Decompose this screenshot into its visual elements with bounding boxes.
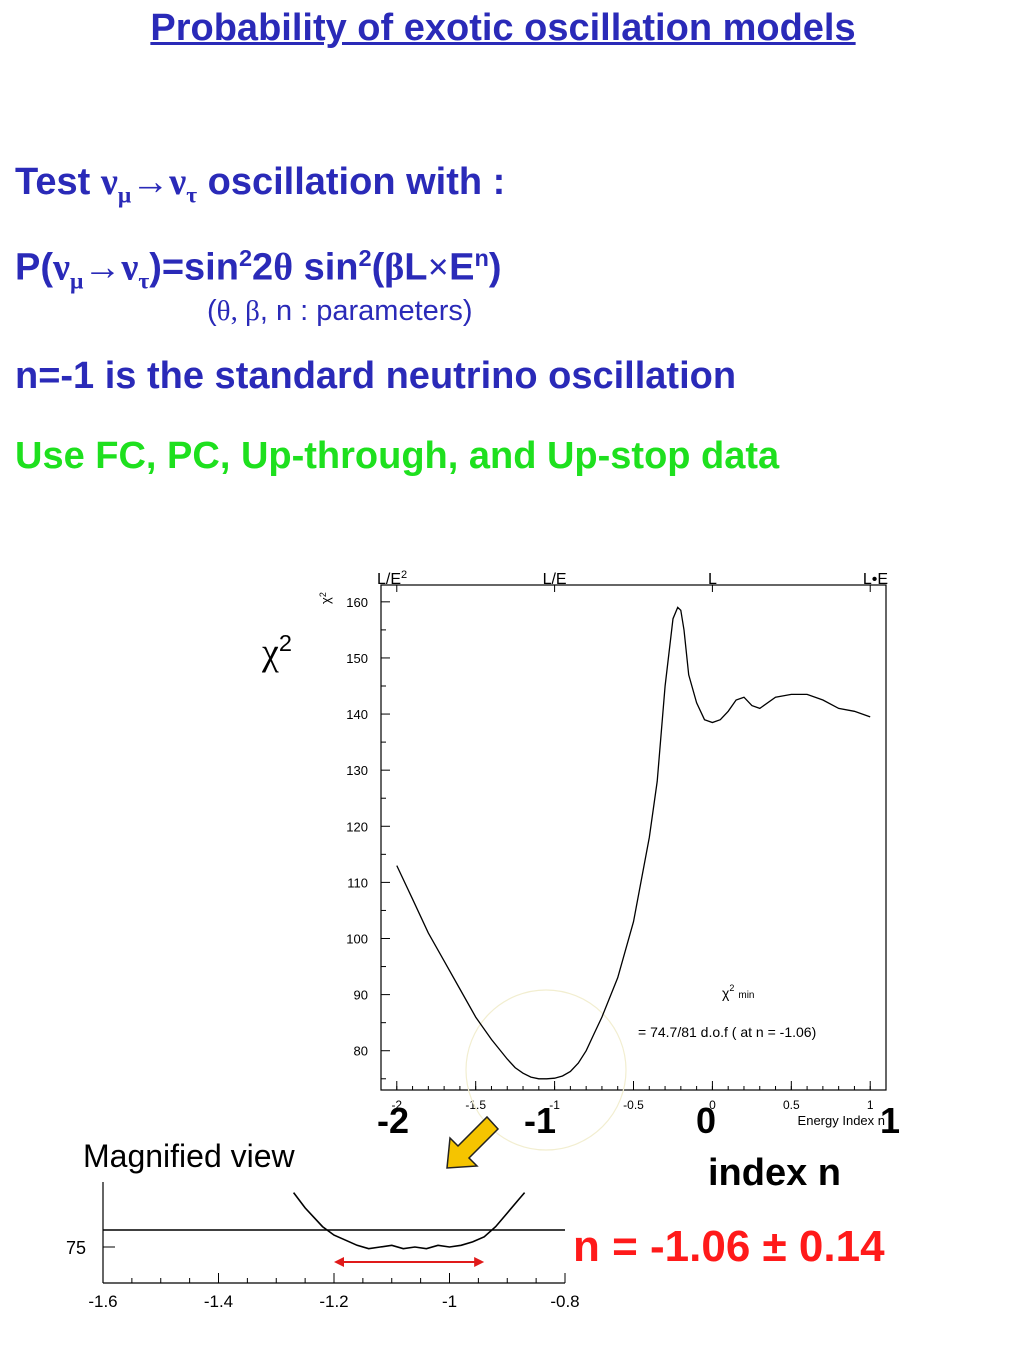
x-axis-title: Energy Index n <box>798 1113 885 1128</box>
n-superscript: n <box>474 245 489 271</box>
big-tick-label: -1 <box>524 1100 557 1141</box>
nu-symbol: ν <box>100 161 118 203</box>
y-tick-label: 80 <box>354 1044 368 1059</box>
theta-symbol: θ <box>273 246 294 289</box>
square-superscript: 2 <box>238 245 253 271</box>
formula-part: ( <box>371 246 385 289</box>
chi2-curve <box>396 606 871 1080</box>
arrow-symbol: → <box>131 161 170 203</box>
y-tick-label: 100 <box>346 932 368 947</box>
x-tick-label: 0.5 <box>783 1098 800 1112</box>
magnified-chart-group: -1.6 -1.4 -1.2 -1 -0.8 75 <box>66 1182 580 1311</box>
y-tick-label: 140 <box>346 707 368 722</box>
y-tick-label: 90 <box>354 988 368 1003</box>
y-tick-label: 160 <box>346 595 368 610</box>
formula-part: sin <box>293 246 359 289</box>
y-tick-label: 130 <box>346 763 368 778</box>
y-axis-title: χ2 <box>318 592 333 604</box>
annotation-chi2min: χ2min <box>722 983 755 1001</box>
x-tick-label: 0 <box>709 1098 716 1112</box>
formula-part: P( <box>15 246 53 289</box>
params-part: , <box>230 295 246 327</box>
mag-x-tick-label: -0.8 <box>550 1292 579 1311</box>
test-line: Test νμ→ντ oscillation with : <box>15 160 505 210</box>
top-axis-label: L/E2 <box>377 569 407 588</box>
main-chart-group: 80 90 100 110 120 130 140 150 160 -2 -1.5 -1 -0.5 0 0.… <box>318 569 888 1151</box>
result-value: n = -1.06 ± 0.14 <box>573 1222 885 1271</box>
x-tick-label: 1 <box>867 1098 874 1112</box>
probability-formula: P(νμ→ντ)=sin22θ sin2(βL×En) <box>15 245 502 295</box>
beta-symbol: β <box>384 246 405 289</box>
test-prefix: Test <box>15 161 101 203</box>
parameters-note: (θ, β, n : parameters) <box>207 295 473 328</box>
big-tick-label: -2 <box>377 1100 410 1141</box>
top-axis-label: L <box>708 571 717 588</box>
mu-subscript: μ <box>117 182 132 209</box>
minimum-highlight-circle <box>465 989 627 1151</box>
beta-symbol: β <box>245 295 260 327</box>
square-superscript: 2 <box>358 245 372 271</box>
annotation-value: = 74.7/81 d.o.f ( at n = -1.06) <box>638 1024 816 1040</box>
mag-curve <box>292 1192 526 1250</box>
top-axis-label: L•E <box>863 571 888 588</box>
params-part: , n : parameters) <box>259 295 473 327</box>
chi-square-superscript: 2 <box>278 630 292 656</box>
formula-part: 2 <box>252 246 274 289</box>
theta-symbol: θ <box>216 295 231 327</box>
nu-symbol: ν <box>53 246 70 289</box>
data-note: Use FC, PC, Up-through, and Up-stop data <box>15 435 780 477</box>
x-axis-name: index n <box>708 1152 842 1194</box>
mag-x-tick-label: -1 <box>442 1292 457 1311</box>
magnified-view-label: Magnified view <box>83 1138 295 1174</box>
formula-part: E <box>449 246 475 289</box>
y-tick-label: 150 <box>346 651 368 666</box>
arrow-symbol: → <box>83 246 122 289</box>
x-tick-label: -1.5 <box>465 1098 486 1112</box>
mag-x-tick-label: -1.4 <box>204 1292 233 1311</box>
formula-part: L <box>404 246 428 289</box>
page-title: Probability of exotic oscillation models <box>150 7 856 49</box>
mag-x-tick-label: -1.6 <box>88 1292 117 1311</box>
interval-arrow-left-head <box>334 1257 344 1267</box>
interval-arrow-right-head <box>474 1257 485 1267</box>
pointer-arrow-icon <box>446 1115 500 1169</box>
y-tick-label: 110 <box>347 875 368 890</box>
tau-subscript: τ <box>186 182 198 209</box>
tau-subscript: τ <box>138 268 150 295</box>
formula-part: )=sin <box>149 246 239 289</box>
big-tick-label: 0 <box>696 1100 717 1141</box>
mu-subscript: μ <box>69 268 84 295</box>
times-symbol: × <box>427 246 450 289</box>
standard-statement: n=-1 is the standard neutrino oscillatio… <box>15 355 737 397</box>
chi2-axis-label: χ2 <box>262 630 292 675</box>
params-part: ( <box>207 295 217 327</box>
nu-symbol: ν <box>121 246 139 289</box>
nu-symbol: ν <box>169 161 187 203</box>
mag-x-tick-label: -1.2 <box>319 1292 348 1311</box>
y-tick-label: 120 <box>346 819 368 834</box>
pointer-arrow-shape <box>446 1115 500 1169</box>
chi-symbol: χ <box>262 631 279 674</box>
x-tick-label: -1 <box>549 1098 560 1112</box>
formula-part: ) <box>488 246 502 289</box>
test-suffix: oscillation with : <box>197 161 506 203</box>
big-tick-label: 1 <box>880 1100 901 1141</box>
mag-y-tick-label: 75 <box>66 1238 86 1258</box>
x-tick-label: -2 <box>391 1098 402 1112</box>
plot-frame <box>380 584 887 1091</box>
x-tick-label: -0.5 <box>623 1098 644 1112</box>
top-axis-label: L/E <box>543 571 567 588</box>
